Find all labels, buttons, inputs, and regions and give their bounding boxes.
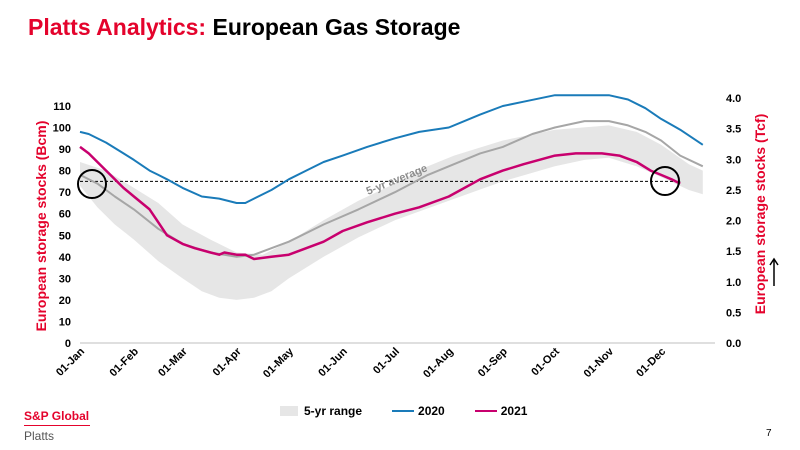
legend-item-range: 5-yr range bbox=[280, 404, 362, 418]
x-tick-label: 01-Oct bbox=[529, 345, 562, 378]
brand-logo: S&P Global Platts bbox=[24, 409, 90, 443]
y2-axis-ticks: 0.0 0.5 1.0 1.5 2.0 2.5 3.0 3.5 4.0 bbox=[726, 93, 741, 350]
x-tick-label: 01-Sep bbox=[476, 345, 510, 379]
y2-tick-label: 2.0 bbox=[726, 216, 741, 228]
highlight-circle-december bbox=[650, 166, 680, 196]
series-line-2020 bbox=[79, 94, 704, 204]
y2-tick-label: 3.0 bbox=[726, 154, 741, 166]
y-axis-title: European storage stocks (Bcm) bbox=[33, 121, 49, 332]
legend-item-2020: 2020 bbox=[392, 404, 445, 418]
x-tick-label: 01-Dec bbox=[634, 346, 668, 380]
brand-rule bbox=[24, 425, 90, 426]
y-tick-label: 70 bbox=[59, 187, 71, 199]
y2-tick-label: 0.5 bbox=[726, 307, 741, 319]
x-tick-label: 01-Aug bbox=[421, 346, 456, 381]
legend-swatch-2020 bbox=[392, 409, 415, 413]
y-tick-label: 0 bbox=[65, 338, 71, 350]
x-tick-label: 01-Feb bbox=[107, 345, 141, 379]
x-tick-label: 01-May bbox=[261, 345, 296, 380]
y-tick-label: 90 bbox=[59, 144, 71, 156]
y2-tick-label: 1.5 bbox=[726, 246, 741, 258]
title-accent: Platts Analytics: bbox=[28, 14, 207, 40]
y2-tick-label: 3.5 bbox=[726, 124, 741, 136]
five-year-range-area bbox=[80, 125, 703, 300]
legend-swatch-range bbox=[280, 406, 298, 416]
y-tick-label: 40 bbox=[59, 252, 71, 264]
legend-label-2020: 2020 bbox=[418, 404, 445, 418]
x-tick-label: 01-Mar bbox=[156, 345, 190, 379]
series-line-2021 bbox=[79, 145, 681, 261]
y-tick-label: 10 bbox=[59, 316, 71, 328]
y-tick-label: 30 bbox=[59, 273, 71, 285]
x-tick-label: 01-Apr bbox=[211, 345, 245, 379]
chart-legend: 5-yr range 2020 2021 bbox=[280, 404, 557, 418]
brand-line2: Platts bbox=[24, 429, 55, 443]
y-tick-label: 20 bbox=[59, 295, 71, 307]
x-tick-label: 01-Jul bbox=[371, 346, 402, 377]
brand-line1: S&P Global bbox=[24, 409, 90, 423]
y2-tick-label: 0.0 bbox=[726, 338, 741, 350]
title-main: European Gas Storage bbox=[212, 14, 461, 40]
y-tick-label: 80 bbox=[59, 166, 71, 178]
y-tick-label: 60 bbox=[59, 209, 71, 221]
y2-axis-title: European storage stocks (Tcf) bbox=[752, 114, 768, 314]
arrow-icon bbox=[769, 257, 779, 286]
legend-swatch-2021 bbox=[474, 409, 497, 413]
x-tick-label: 01-Nov bbox=[582, 345, 617, 380]
y-axis-ticks: 0 10 20 30 40 50 60 70 80 90 100 110 bbox=[53, 101, 71, 350]
x-axis-ticks: 01-Jan 01-Feb 01-Mar 01-Apr 01-May 01-Jun 01-J… bbox=[54, 345, 668, 380]
page-title: Platts Analytics: European Gas Storage bbox=[28, 14, 460, 41]
legend-label-2021: 2021 bbox=[500, 404, 528, 418]
y2-tick-label: 4.0 bbox=[726, 93, 741, 105]
y2-tick-label: 2.5 bbox=[726, 185, 741, 197]
x-tick-label: 01-Jun bbox=[316, 345, 350, 379]
y-tick-label: 110 bbox=[53, 101, 71, 113]
y-tick-label: 50 bbox=[59, 230, 71, 242]
x-tick-label: 01-Jan bbox=[54, 345, 87, 378]
y-tick-label: 100 bbox=[53, 123, 71, 135]
highlight-circle-january bbox=[77, 169, 107, 199]
series-line-5yr-average bbox=[79, 120, 704, 258]
y2-tick-label: 1.0 bbox=[726, 277, 741, 289]
page-number: 7 bbox=[766, 428, 772, 439]
legend-item-2021: 2021 bbox=[474, 404, 528, 418]
legend-label-range: 5-yr range bbox=[304, 404, 363, 418]
